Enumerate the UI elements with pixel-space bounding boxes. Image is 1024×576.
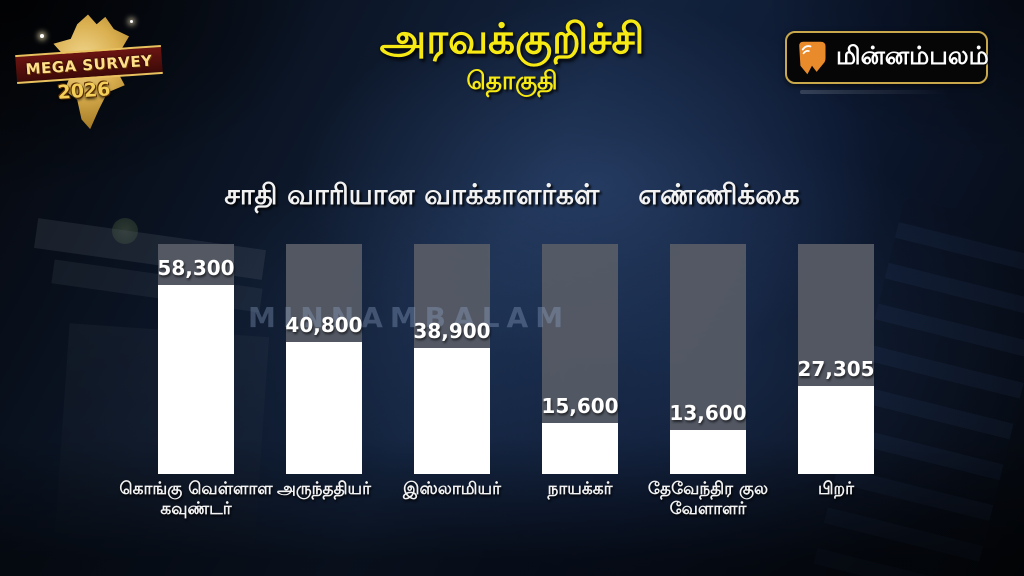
channel-logo: மின்னம்பலம் xyxy=(785,31,989,84)
bar-value-label: 13,600 xyxy=(669,401,747,425)
bar-fill xyxy=(798,386,874,474)
mega-survey-badge: MEGA SURVEY 2026 xyxy=(14,4,166,140)
bar-column: 15,600 xyxy=(541,244,619,474)
bar-value-label: 58,300 xyxy=(157,256,235,280)
bar-value-label: 38,900 xyxy=(413,319,491,343)
bar-value-label: 27,305 xyxy=(797,357,875,381)
bar-column: 40,800 xyxy=(285,244,363,474)
minnambalam-m-icon xyxy=(799,41,826,74)
bar-category-label: பிறர் xyxy=(744,479,928,499)
sparkle-icon xyxy=(40,34,44,38)
cat-line: வேளாளர் xyxy=(669,499,747,519)
cat-line: பிறர் xyxy=(818,479,854,499)
bar-fill xyxy=(286,342,362,474)
bar-column: 38,900 xyxy=(413,244,491,474)
channel-logo-text: மின்னம்பலம் xyxy=(836,41,989,70)
bar-column: 13,600 xyxy=(669,244,747,474)
cat-line: கவுண்டர் xyxy=(160,499,232,519)
bar-fill xyxy=(670,430,746,474)
bar-fill xyxy=(542,423,618,474)
chart-title: சாதி வாரியான வாக்காளர்கள் எண்ணிக்கை xyxy=(224,178,800,211)
bar-value-label: 15,600 xyxy=(541,394,619,418)
page-title: அரவக்குறிச்சி xyxy=(379,14,645,63)
bar-value-label: 40,800 xyxy=(285,313,363,337)
bar-column: 27,305 xyxy=(797,244,875,474)
bar-fill xyxy=(158,285,234,474)
sparkle-icon xyxy=(130,20,133,23)
page-subtitle: தொகுதி xyxy=(466,66,558,95)
bar-column: 58,300 xyxy=(157,244,235,474)
bar-fill xyxy=(414,348,490,474)
logo-reflection xyxy=(800,90,950,94)
